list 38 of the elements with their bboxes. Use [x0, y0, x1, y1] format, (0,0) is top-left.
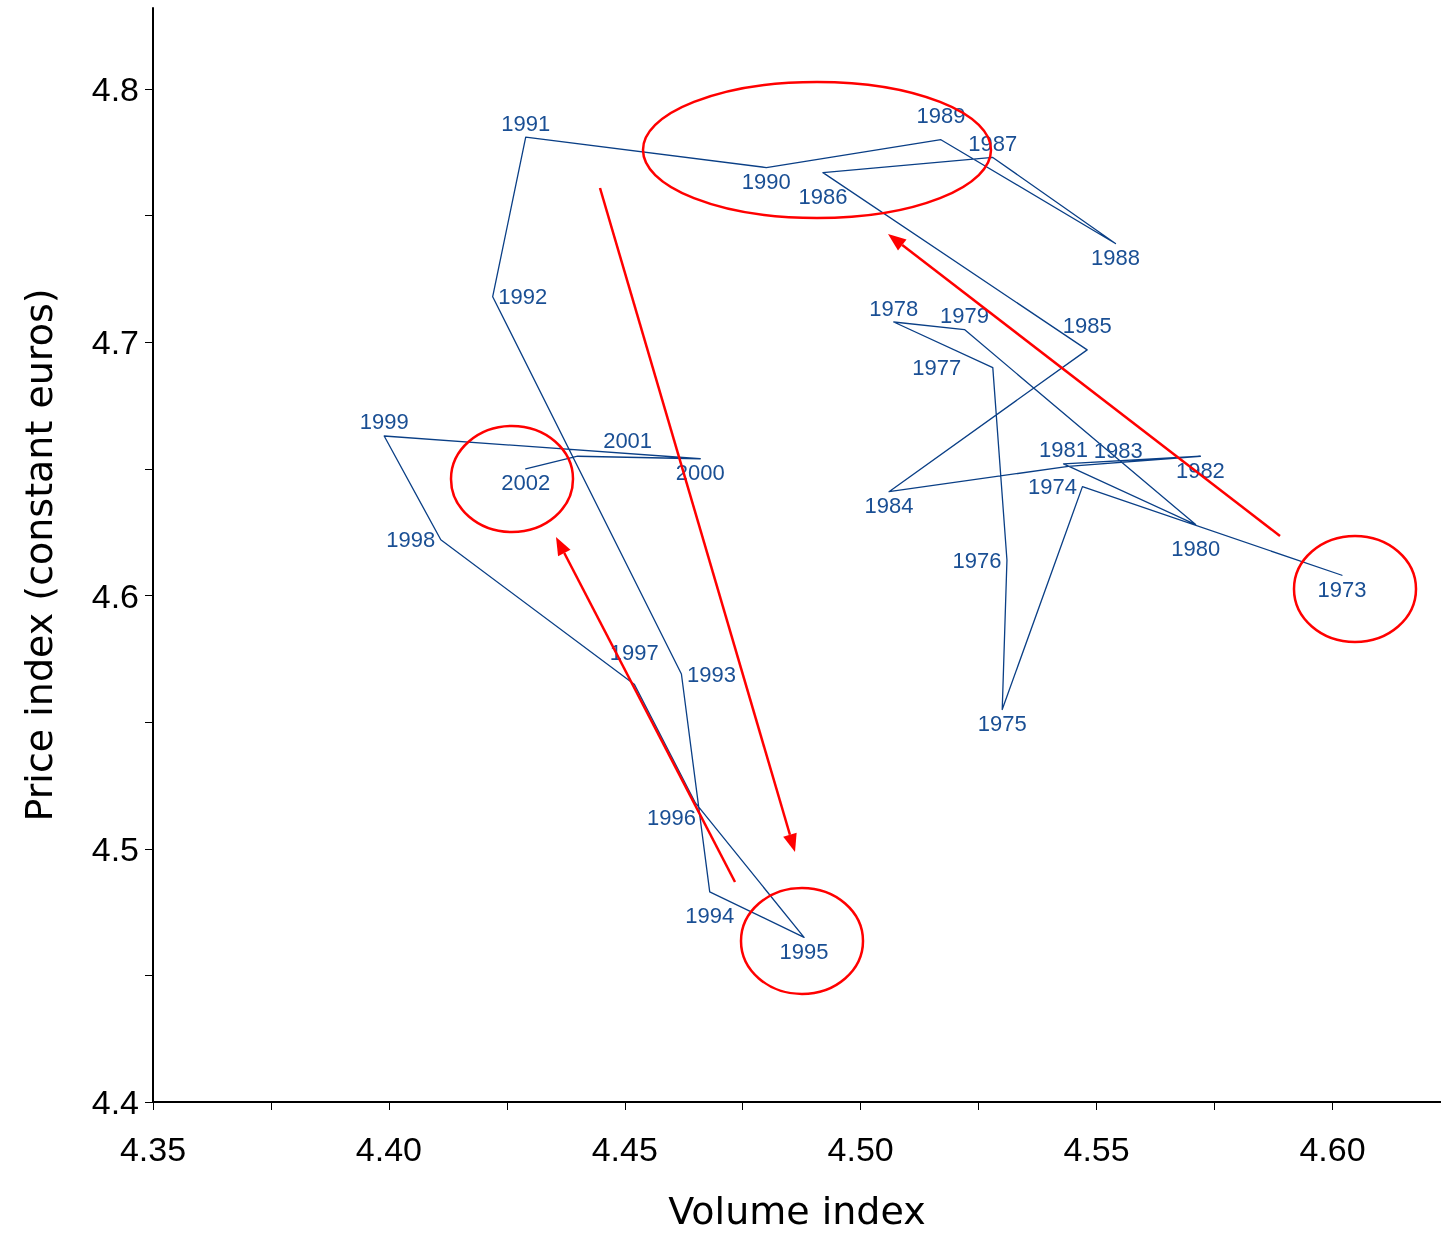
annotation: 1984 — [864, 493, 914, 519]
y-tick-label: 4.5 — [91, 829, 139, 868]
annotation: 1992 — [498, 284, 548, 310]
y-tick-label: 4.4 — [91, 1083, 139, 1121]
x-tick-label: 4.35 — [119, 1130, 187, 1168]
annotation: 1999 — [359, 409, 409, 435]
annotation: 2001 — [603, 427, 653, 453]
annotation: 1975 — [977, 710, 1027, 736]
annotation: 1980 — [1171, 536, 1221, 562]
x-tick-label: 4.50 — [827, 1130, 894, 1168]
annotation: 1996 — [647, 804, 697, 830]
x-tick-label: 4.40 — [355, 1130, 422, 1168]
y-axis-title: Price index (constant euros) — [17, 288, 61, 822]
y-tick-label: 4.7 — [91, 323, 139, 362]
annotation: 1989 — [916, 103, 966, 129]
annotation: 1988 — [1090, 245, 1140, 271]
x-axis-title: Volume index — [668, 1189, 926, 1233]
annotation: 1973 — [1317, 576, 1367, 602]
annotation: 1991 — [501, 110, 551, 136]
annotation: 1979 — [940, 303, 989, 329]
x-tick-label: 4.60 — [1299, 1130, 1366, 1168]
annotation: 1993 — [686, 661, 736, 687]
annotation: 1985 — [1062, 313, 1112, 339]
x-tick-label: 4.45 — [591, 1130, 658, 1168]
annotation: 2002 — [501, 470, 551, 496]
annotation: 1981 — [1039, 437, 1089, 463]
annotation: 1978 — [869, 295, 919, 321]
y-tick-label: 4.8 — [91, 70, 139, 109]
annotation: 1994 — [685, 903, 735, 929]
annotation: 1976 — [952, 547, 1002, 573]
annotation: 1977 — [912, 355, 962, 381]
annotation: 1986 — [798, 184, 848, 210]
annotation: 1995 — [779, 938, 829, 964]
x-tick-label: 4.55 — [1063, 1130, 1130, 1168]
y-tick-label: 4.6 — [91, 576, 139, 615]
annotation: 1990 — [741, 169, 791, 195]
annotation: 1974 — [1027, 474, 1077, 500]
annotation: 1998 — [386, 527, 436, 553]
